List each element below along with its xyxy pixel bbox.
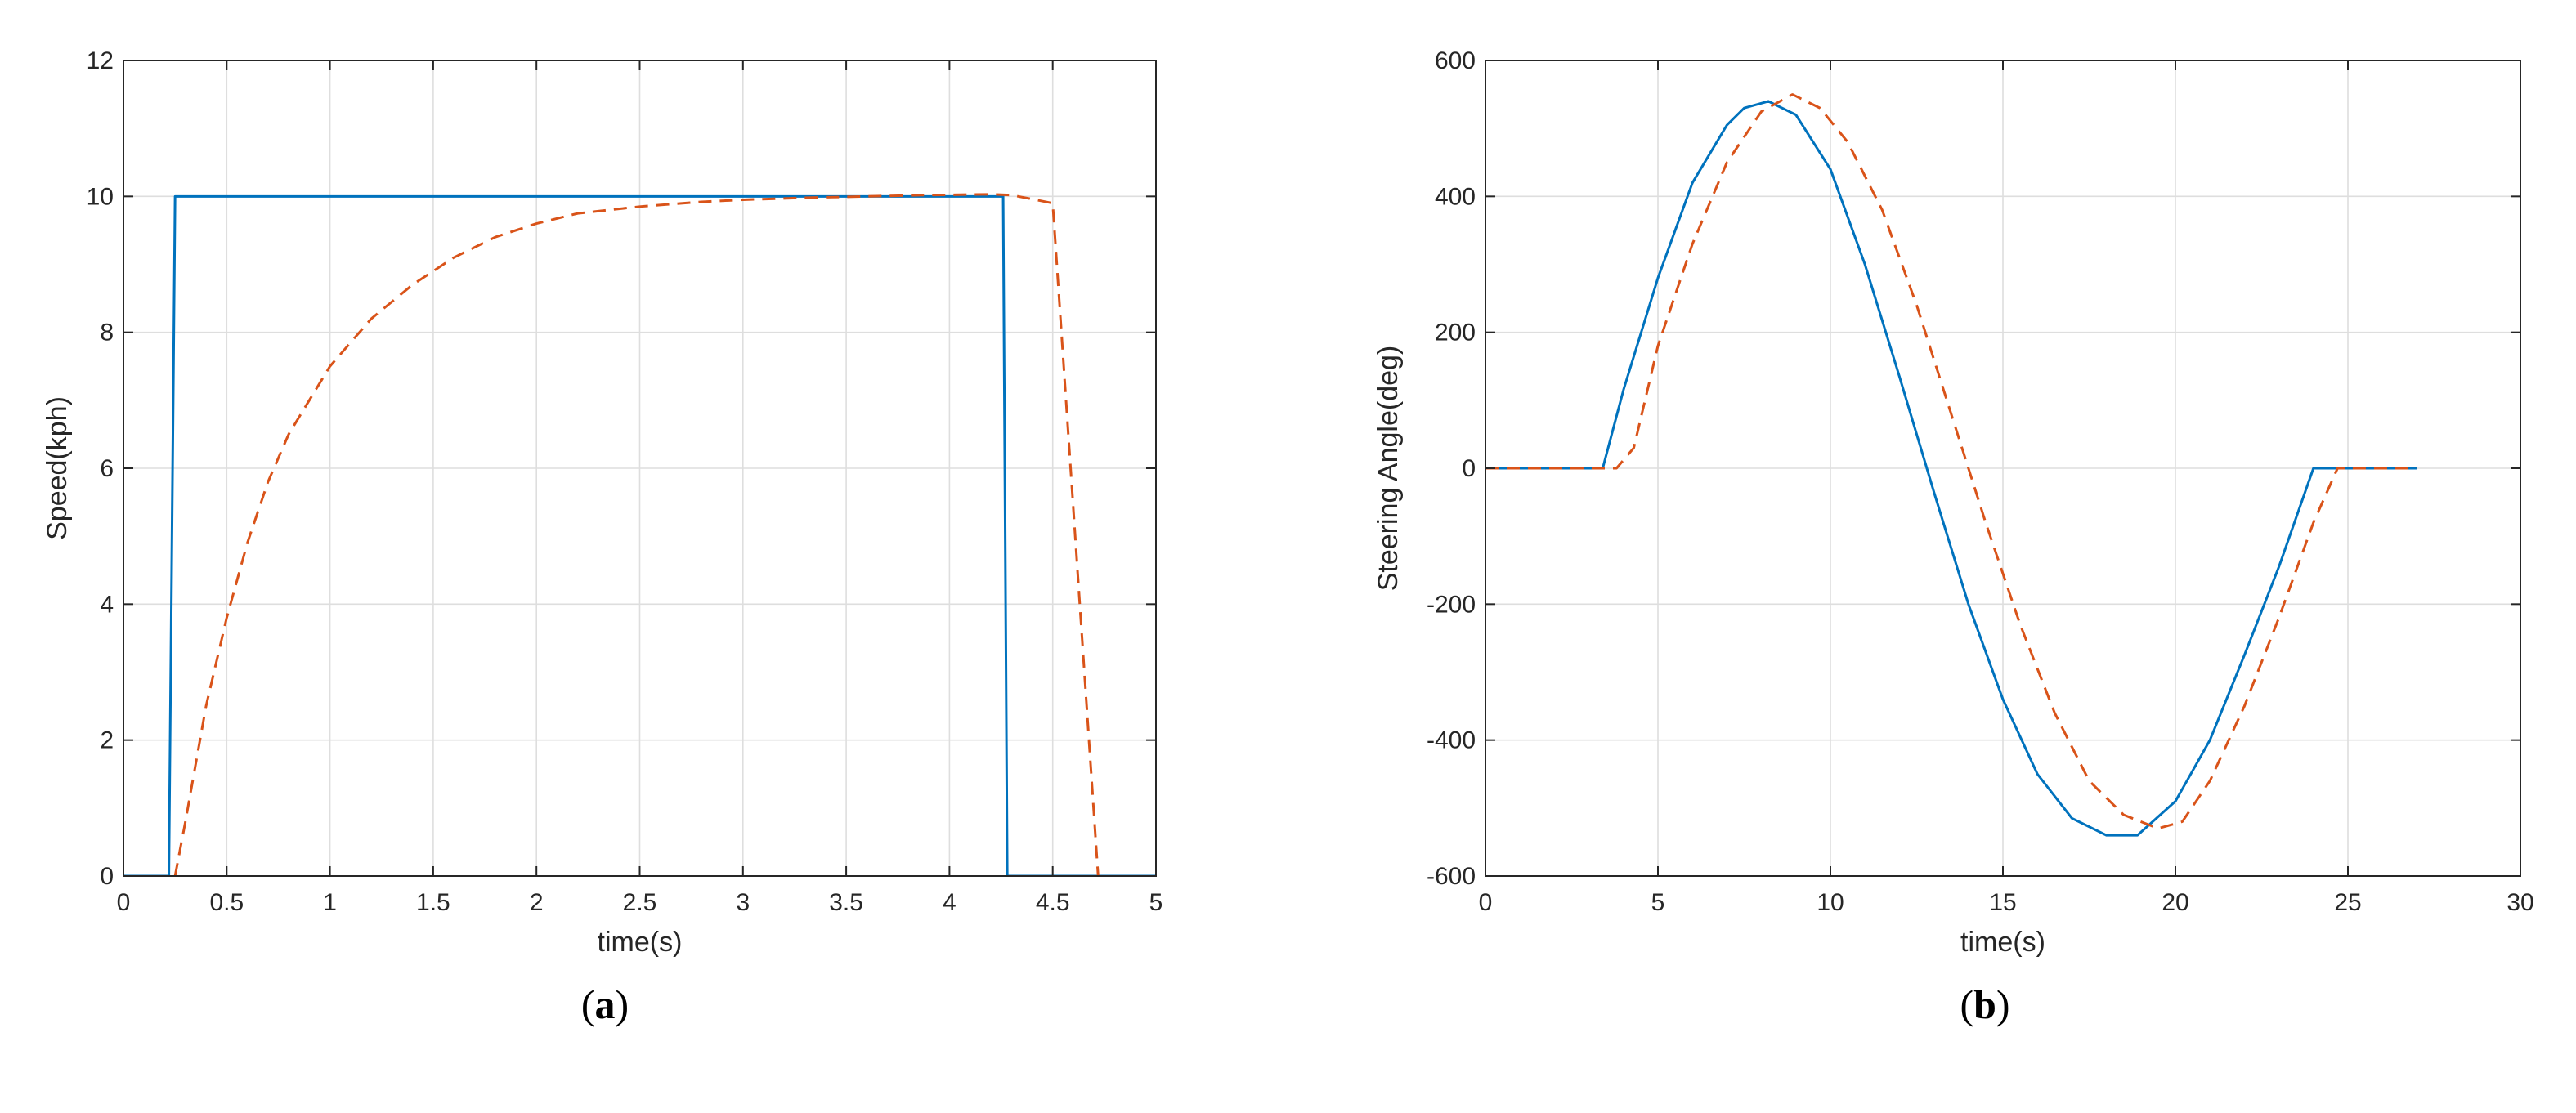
y-axis-label: Speed(kph) — [42, 396, 73, 540]
x-tick-label: 1 — [323, 889, 337, 916]
series-line-2 — [1485, 93, 2417, 830]
x-tick-label: 0.5 — [209, 889, 244, 916]
x-tick-label: 4 — [943, 889, 956, 916]
x-tick-label: 3 — [736, 889, 750, 916]
y-tick-label: -200 — [1427, 591, 1476, 618]
y-tick-label: 6 — [100, 455, 114, 482]
series-line-1 — [123, 194, 1156, 876]
y-tick-label: 8 — [100, 320, 114, 346]
x-tick-label: 25 — [2334, 889, 2361, 916]
y-tick-label: 0 — [1462, 455, 1476, 482]
y-tick-label: 400 — [1435, 183, 1476, 210]
x-tick-label: 30 — [2507, 889, 2533, 916]
x-tick-label: 1.5 — [416, 889, 450, 916]
y-tick-label: -600 — [1427, 863, 1476, 890]
subfigure-caption: (a) — [581, 981, 629, 1027]
y-tick-label: 2 — [100, 727, 114, 754]
x-tick-label: 2.5 — [623, 889, 657, 916]
x-tick-label: 4.5 — [1036, 889, 1070, 916]
chart-b: 0 5 10 15 20 25 30 -600 -400 -200 0 200 400 600 time(s… — [1373, 47, 2534, 1027]
y-tick-label: -400 — [1427, 727, 1476, 754]
y-tick-label: 0 — [100, 863, 114, 890]
x-tick-label: 5 — [1149, 889, 1163, 916]
x-tick-label: 5 — [1651, 889, 1665, 916]
y-tick-label: 12 — [87, 47, 114, 74]
y-tick-label: 10 — [87, 183, 114, 210]
x-tick-label: 15 — [1989, 889, 2016, 916]
y-tick-label: 200 — [1435, 320, 1476, 346]
x-tick-label: 10 — [1817, 889, 1844, 916]
x-tick-label: 20 — [2162, 889, 2188, 916]
x-tick-label: 3.5 — [829, 889, 863, 916]
y-tick-label: 4 — [100, 591, 114, 618]
x-axis-label: time(s) — [598, 927, 683, 958]
x-tick-label: 0 — [1479, 889, 1493, 916]
x-axis-label: time(s) — [1960, 927, 2045, 958]
y-tick-label: 600 — [1435, 47, 1476, 74]
y-axis-label: Steering Angle(deg) — [1373, 346, 1404, 592]
chart-a: 0 0.5 1 1.5 2 2.5 3 3.5 4 4.5 5 0 2 4 6 8 10 12 time(s) Spe… — [42, 47, 1163, 1027]
subfigure-caption: (b) — [1960, 981, 2009, 1027]
series-line-1 — [1485, 100, 2417, 837]
series-line-2 — [173, 193, 1100, 876]
x-tick-label: 0 — [117, 889, 131, 916]
x-tick-label: 2 — [530, 889, 544, 916]
